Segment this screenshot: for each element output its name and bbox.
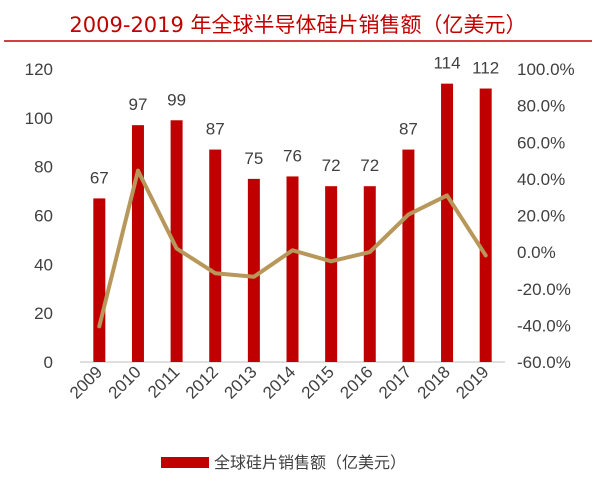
legend: 全球硅片销售额（亿美元） bbox=[161, 453, 406, 472]
bar bbox=[247, 178, 260, 362]
x-tick-label: 2015 bbox=[298, 362, 338, 402]
bar-data-label: 114 bbox=[433, 54, 460, 73]
left-tick-label: 40 bbox=[34, 255, 53, 274]
bar-data-label: 75 bbox=[244, 149, 263, 168]
x-tick-label: 2016 bbox=[336, 362, 376, 402]
left-tick-label: 60 bbox=[34, 207, 53, 226]
x-tick-label: 2011 bbox=[144, 362, 183, 401]
right-axis: -60.0% -40.0% -20.0% 0.0% 20.0% 40.0% 60.0% 80.… bbox=[517, 60, 575, 372]
right-tick-label: 100.0% bbox=[517, 60, 575, 79]
right-tick-label: 0.0% bbox=[517, 243, 556, 262]
chart-title: 2009-2019 年全球半导体硅片销售额（亿美元） bbox=[69, 13, 526, 37]
bar-data-label: 72 bbox=[360, 156, 379, 175]
bar bbox=[441, 83, 454, 363]
left-tick-label: 120 bbox=[25, 60, 53, 79]
bar-data-label: 112 bbox=[472, 59, 499, 78]
left-tick-label: 80 bbox=[34, 158, 53, 177]
legend-label: 全球硅片销售额（亿美元） bbox=[214, 453, 406, 472]
bar bbox=[131, 125, 144, 363]
left-tick-label: 20 bbox=[34, 304, 53, 323]
x-tick-label: 2018 bbox=[414, 362, 454, 402]
bar bbox=[170, 120, 183, 363]
right-tick-label: 40.0% bbox=[517, 170, 565, 189]
bar-data-labels: 67 97 99 87 75 76 72 72 87 114 112 bbox=[90, 54, 499, 188]
x-tick-label: 2012 bbox=[182, 362, 222, 402]
bar-series bbox=[93, 83, 492, 363]
x-tick-label: 2013 bbox=[221, 362, 261, 402]
bar-data-label: 87 bbox=[399, 120, 418, 139]
right-tick-label: 20.0% bbox=[517, 207, 565, 226]
bar bbox=[479, 88, 492, 363]
bar-data-label: 76 bbox=[283, 146, 302, 165]
bar bbox=[325, 186, 338, 362]
bar bbox=[93, 198, 106, 362]
bar bbox=[209, 149, 222, 362]
bar-data-label: 87 bbox=[206, 120, 225, 139]
right-tick-label: 60.0% bbox=[517, 133, 565, 152]
x-tick-label: 2010 bbox=[105, 362, 145, 402]
bar-data-label: 99 bbox=[167, 90, 186, 109]
legend-swatch bbox=[161, 457, 209, 468]
right-tick-label: 80.0% bbox=[517, 97, 565, 116]
left-axis: 0 20 40 60 80 100 120 bbox=[25, 60, 53, 372]
left-tick-label: 100 bbox=[25, 109, 53, 128]
bar-data-label: 97 bbox=[128, 95, 147, 114]
bar bbox=[402, 149, 415, 362]
x-tick-label: 2017 bbox=[375, 362, 415, 402]
x-tick-label: 2009 bbox=[66, 362, 106, 402]
x-tick-label: 2014 bbox=[259, 362, 299, 402]
right-tick-label: -40.0% bbox=[517, 316, 571, 335]
bar-data-label: 72 bbox=[322, 156, 341, 175]
right-tick-label: -60.0% bbox=[517, 353, 571, 372]
growth-line-series bbox=[97, 168, 488, 329]
bar bbox=[363, 186, 376, 362]
x-tick-label: 2019 bbox=[452, 362, 492, 402]
right-tick-label: -20.0% bbox=[517, 280, 571, 299]
bar-data-label: 67 bbox=[90, 168, 109, 187]
left-tick-label: 0 bbox=[44, 353, 53, 372]
bar bbox=[286, 176, 299, 362]
